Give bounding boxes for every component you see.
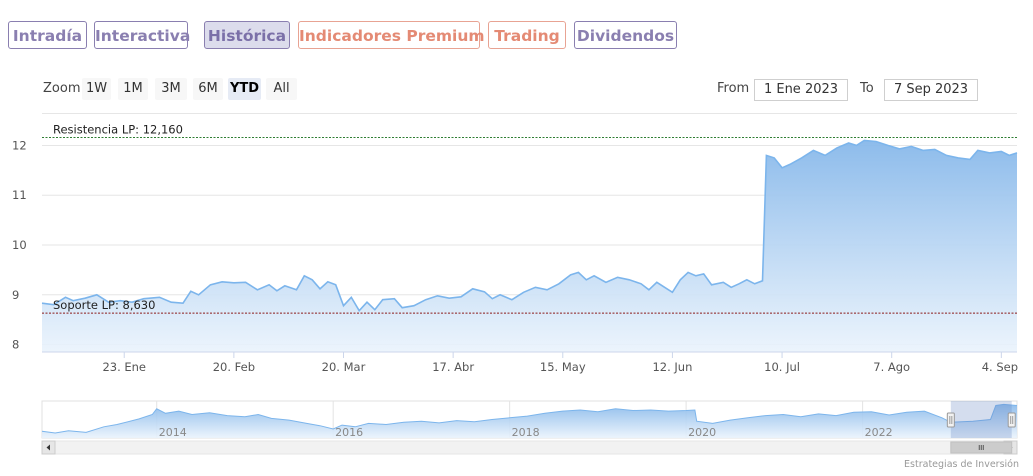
- tab-trading[interactable]: Trading: [488, 21, 566, 49]
- tab-intrad-a[interactable]: Intradía: [8, 21, 87, 49]
- navigator-area: [42, 404, 1017, 438]
- price-line: [41, 139, 1018, 313]
- navigator-selection: [950, 401, 1012, 438]
- zoom-3m-button[interactable]: 3M: [155, 78, 187, 100]
- zoom-all-button[interactable]: All: [266, 78, 297, 100]
- navigator-year-label: 2014: [159, 426, 187, 439]
- zoom-1w-button[interactable]: 1W: [82, 78, 111, 100]
- zoom-label: Zoom: [43, 81, 81, 96]
- from-label: From: [717, 81, 750, 96]
- tab-indicadores-premium[interactable]: Indicadores Premium: [298, 21, 485, 49]
- tab-hist-rica[interactable]: Histórica: [204, 21, 290, 49]
- navigator-line: [41, 403, 1018, 434]
- tab-dividendos[interactable]: Dividendos: [574, 21, 677, 49]
- x-tick-label: 23. Ene: [102, 360, 146, 374]
- price-area: [42, 140, 1017, 352]
- navigator-right-handle[interactable]: [1007, 412, 1016, 428]
- to-date-input[interactable]: 7 Sep 2023: [884, 79, 978, 101]
- tab-interactiva[interactable]: Interactiva: [94, 21, 190, 49]
- x-tick-label: 12. Jun: [652, 360, 692, 374]
- support-label: Soporte LP: 8,630: [53, 298, 155, 312]
- resistance-label: Resistencia LP: 12,160: [53, 122, 183, 136]
- credit-label: Estrategias de Inversión: [904, 459, 1019, 470]
- y-tick-label: 9: [12, 288, 19, 302]
- navigator-year-label: 2018: [512, 426, 540, 439]
- to-label: To: [860, 81, 874, 96]
- y-tick-label: 10: [12, 238, 27, 252]
- toolbar-divider: [42, 113, 1017, 114]
- navigator-year-label: 2016: [335, 426, 363, 439]
- navigator-year-label: 2020: [688, 426, 716, 439]
- x-tick-label: 15. May: [540, 360, 586, 374]
- x-tick-label: 20. Feb: [213, 360, 255, 374]
- y-tick-label: 8: [12, 338, 19, 352]
- navigator-year-label: 2022: [865, 426, 893, 439]
- y-tick-label: 12: [12, 138, 27, 152]
- x-tick-label: 20. Mar: [322, 360, 366, 374]
- scrollbar-track[interactable]: [41, 440, 1018, 455]
- x-tick-label: 7. Ago: [873, 360, 910, 374]
- x-tick-label: 10. Jul: [764, 360, 800, 374]
- arrow-left-icon: [46, 444, 50, 451]
- from-date-input[interactable]: 1 Ene 2023: [754, 79, 848, 101]
- zoom-ytd-button[interactable]: YTD: [228, 78, 261, 100]
- navigator-left-handle[interactable]: [946, 412, 955, 428]
- x-tick-label: 4. Sep: [982, 360, 1018, 374]
- y-tick-label: 11: [12, 188, 27, 202]
- zoom-1m-button[interactable]: 1M: [118, 78, 148, 100]
- zoom-6m-button[interactable]: 6M: [193, 78, 223, 100]
- x-tick-label: 17. Abr: [432, 360, 474, 374]
